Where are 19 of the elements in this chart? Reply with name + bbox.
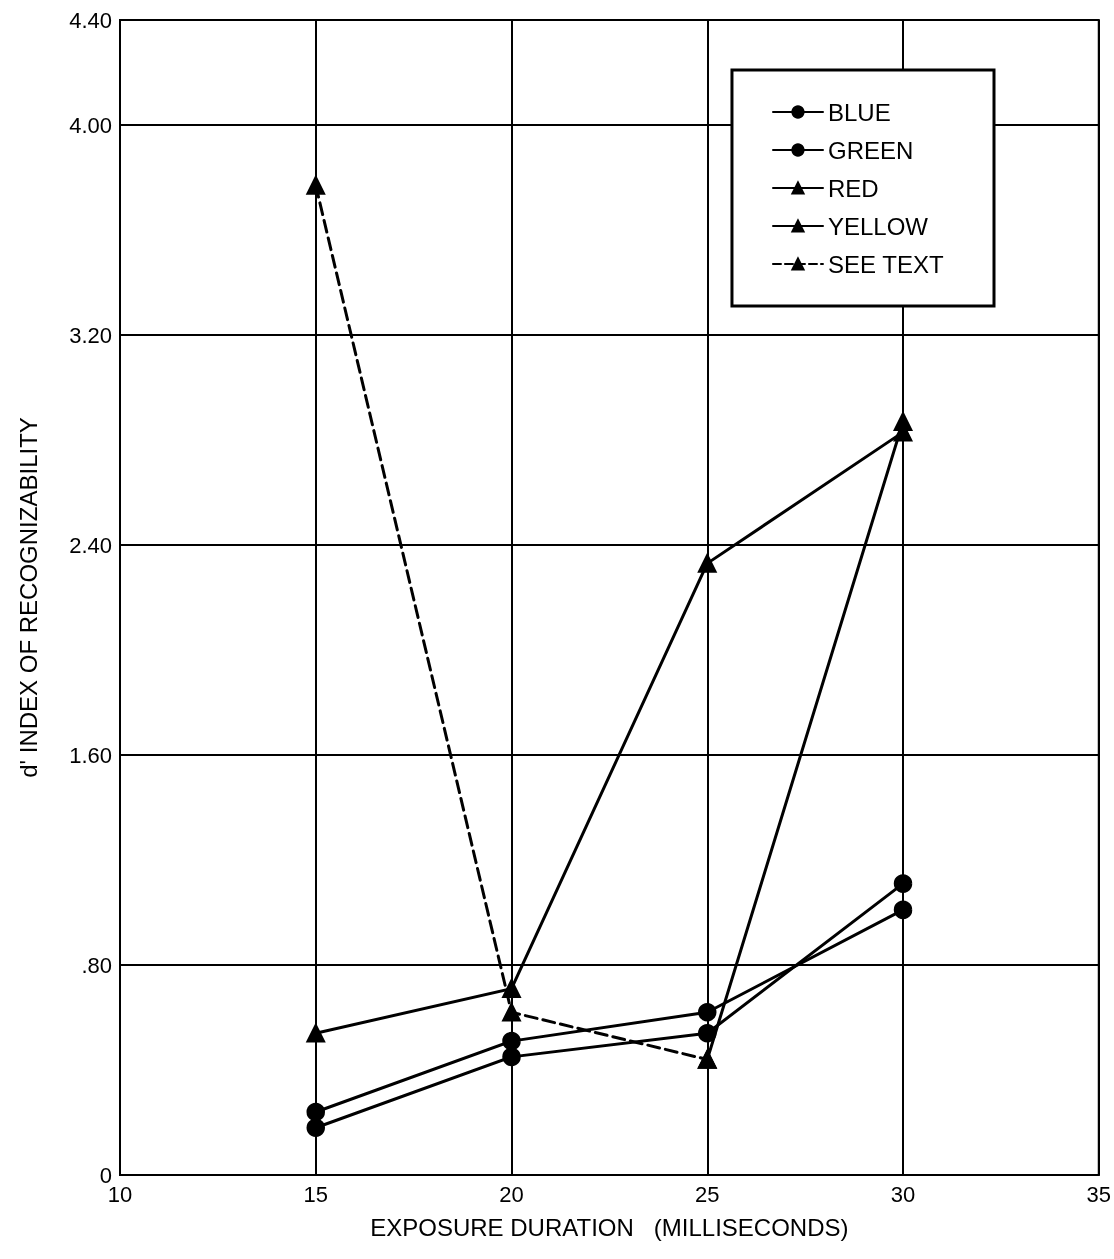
legend-label: BLUE bbox=[827, 98, 891, 126]
y-tick-label: 1.60 bbox=[69, 742, 112, 768]
x-tick-label: 30 bbox=[890, 1181, 916, 1207]
legend-label: RED bbox=[827, 174, 879, 202]
y-tick-label: .80 bbox=[81, 952, 112, 978]
y-tick-label: 0 bbox=[99, 1162, 112, 1188]
x-axis-title: EXPOSURE DURATION (MILLISECONDS) bbox=[370, 1213, 849, 1241]
y-tick-label: 4.00 bbox=[69, 112, 112, 138]
y-axis-title: d' INDEX OF RECOGNIZABILITY bbox=[14, 417, 42, 778]
y-tick-label: 2.40 bbox=[69, 532, 112, 558]
x-tick-label: 15 bbox=[303, 1181, 328, 1207]
y-tick-label: 4.40 bbox=[69, 7, 112, 33]
x-tick-label: 20 bbox=[499, 1181, 524, 1207]
y-tick-label: 3.20 bbox=[69, 322, 112, 348]
legend-label: GREEN bbox=[827, 136, 914, 164]
x-tick-label: 35 bbox=[1086, 1181, 1112, 1207]
legend-label: SEE TEXT bbox=[827, 250, 944, 278]
x-tick-label: 25 bbox=[695, 1181, 720, 1207]
legend-label: YELLOW bbox=[827, 212, 929, 240]
